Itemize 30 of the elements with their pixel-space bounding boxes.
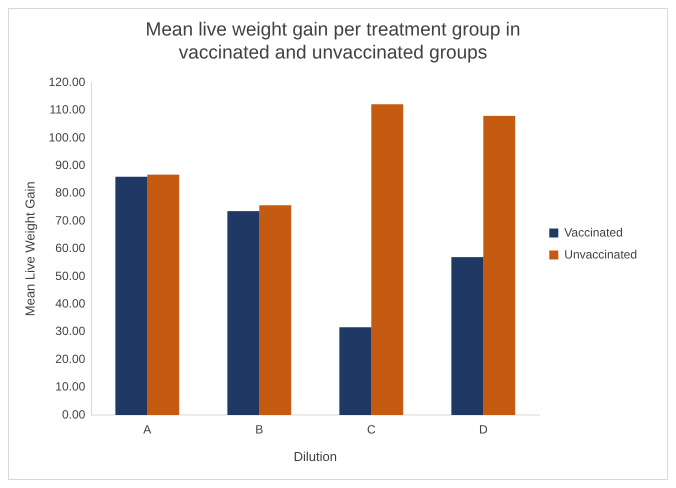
y-tick-label: 70.00	[55, 213, 86, 228]
bar	[451, 257, 484, 415]
y-tick-label: 50.00	[55, 268, 86, 283]
y-tick-label: 20.00	[55, 352, 86, 366]
legend-label: Vaccinated	[564, 225, 623, 240]
y-tick-label: 80.00	[55, 186, 86, 200]
bar	[259, 205, 292, 415]
bar	[115, 176, 148, 415]
y-tick-label: 60.00	[55, 241, 86, 256]
x-tick-label: C	[366, 422, 376, 437]
y-axis-title: Mean Live Weight Gain	[22, 181, 38, 316]
chart-title: Mean live weight gain per treatment group in vaccinated and unvaccinated groups	[146, 20, 520, 64]
x-tick-label: D	[478, 422, 488, 437]
x-axis-title: Dilution	[294, 448, 337, 464]
bar	[371, 104, 404, 415]
y-tick-label: 40.00	[55, 296, 86, 311]
y-tick-label: 120.00	[48, 74, 86, 89]
y-tick-label: 30.00	[55, 324, 86, 338]
y-tick-label: 10.00	[55, 380, 86, 394]
bar	[483, 116, 516, 415]
x-tick-label: B	[255, 422, 264, 437]
bar	[147, 174, 180, 415]
y-tick-label: 0.00	[62, 407, 86, 422]
y-tick-label: 100.00	[48, 130, 86, 144]
bar	[227, 211, 260, 415]
y-tick-label: 110.00	[49, 102, 86, 117]
bar	[339, 327, 372, 415]
legend-label: Unvaccinated	[564, 247, 638, 262]
y-tick-label: 90.00	[55, 158, 86, 172]
x-tick-label: A	[143, 422, 152, 437]
